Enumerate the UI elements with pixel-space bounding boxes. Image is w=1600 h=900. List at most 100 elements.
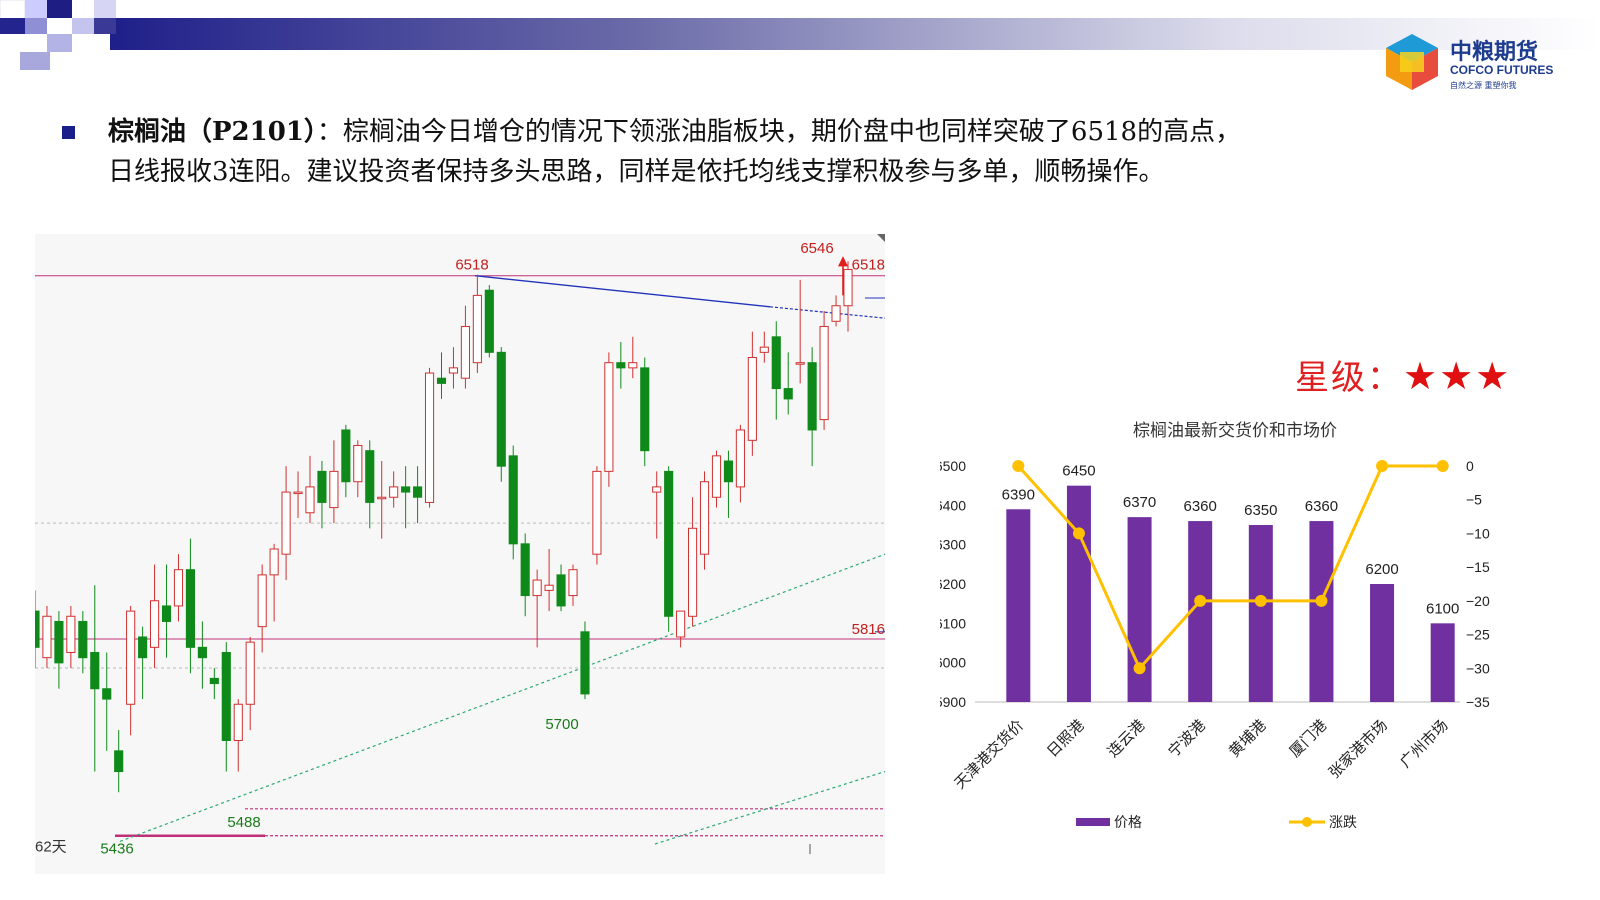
candle-body bbox=[484, 289, 494, 353]
price-annotation: 6518 bbox=[455, 257, 488, 274]
candle-body bbox=[221, 652, 231, 741]
downtrend-line bbox=[474, 275, 771, 308]
change-point bbox=[1194, 594, 1207, 607]
candle-body bbox=[819, 325, 829, 421]
downtrend-extension bbox=[769, 306, 886, 319]
y-right-tick-label: −10 bbox=[1466, 525, 1490, 541]
candle-body bbox=[795, 362, 805, 365]
candle-body bbox=[448, 367, 459, 374]
legend-label-bar: 价格 bbox=[1114, 815, 1142, 831]
candle-body bbox=[42, 615, 52, 659]
candle-body bbox=[185, 569, 195, 648]
price-annotation: 6546 bbox=[800, 240, 833, 257]
change-point bbox=[1315, 594, 1328, 607]
y-right-tick-label: −5 bbox=[1466, 492, 1482, 508]
y-left-tick-label: 6500 bbox=[940, 458, 966, 474]
candle-body bbox=[843, 269, 853, 307]
candle-body bbox=[401, 486, 411, 493]
legend-label-line: 涨跌 bbox=[1329, 815, 1357, 831]
candle-body bbox=[341, 429, 351, 483]
candle-body bbox=[771, 336, 781, 390]
y-left-tick-label: 6000 bbox=[940, 655, 966, 671]
logo-tagline: 自然之源 重塑你我 bbox=[1450, 81, 1517, 90]
price-bar-line-chart: 棕榈油最新交货价和市场价 5900 6000 6100 6200 6300 6400 6500… bbox=[940, 421, 1490, 831]
price-bar-label: 6200 bbox=[1365, 561, 1398, 578]
candle-body bbox=[616, 362, 626, 369]
channel-line bbox=[654, 770, 886, 845]
y-right-tick-label: 0 bbox=[1466, 458, 1474, 474]
price-annotation: 5488 bbox=[227, 814, 260, 831]
candle-body bbox=[604, 362, 614, 472]
candle-body bbox=[305, 486, 315, 514]
commentary-line-2: 日线报收3连阳。建议投资者保持多头思路，同样是依托均线支撑积极参与多单，顺畅操作… bbox=[108, 157, 1165, 187]
price-annotation: 5436 bbox=[100, 841, 133, 858]
price-bar bbox=[1066, 485, 1091, 702]
candle-body bbox=[436, 377, 447, 384]
breakout-arrow-head bbox=[838, 256, 848, 267]
rating: 星级：★★★ bbox=[1295, 350, 1511, 399]
x-category-label: 日照港 bbox=[1043, 716, 1088, 761]
change-line bbox=[1017, 464, 1443, 672]
candle-body bbox=[293, 491, 303, 495]
y-right-tick-label: −25 bbox=[1466, 627, 1490, 643]
candle-body bbox=[735, 429, 745, 488]
price-bar-label: 6360 bbox=[1184, 498, 1217, 515]
candle-body bbox=[747, 357, 757, 441]
header-banner bbox=[0, 0, 1600, 70]
candle-body bbox=[54, 620, 64, 664]
price-bar-label: 6450 bbox=[1062, 463, 1095, 480]
candle-body bbox=[568, 569, 578, 597]
commentary-block: 棕榈油（P2101）：棕榈油今日增仓的情况下领涨油脂板块，期价盘中也同样突破了6… bbox=[62, 112, 1522, 192]
price-bar-label: 6370 bbox=[1123, 494, 1156, 511]
change-point bbox=[1072, 527, 1085, 540]
rating-label: 星级： bbox=[1295, 358, 1403, 398]
candle-body bbox=[652, 486, 662, 493]
x-category-label: 黄埔港 bbox=[1225, 716, 1270, 761]
price-annotation: 5816 bbox=[852, 621, 885, 638]
x-category-label: 宁波港 bbox=[1164, 716, 1209, 761]
y-right-tick-label: −30 bbox=[1466, 660, 1490, 676]
x-category-label: 连云港 bbox=[1104, 716, 1149, 761]
candlestick-plot-area bbox=[35, 234, 885, 874]
y-right-tick-label: −35 bbox=[1466, 694, 1490, 710]
candle-body bbox=[317, 470, 327, 503]
y-left-tick-label: 6400 bbox=[940, 497, 966, 513]
candle-body bbox=[173, 569, 184, 607]
candle-body bbox=[711, 455, 722, 498]
candle-body bbox=[496, 351, 506, 467]
x-category-label: 张家港市场 bbox=[1325, 716, 1391, 782]
candle-body bbox=[532, 579, 542, 597]
candle-body bbox=[628, 362, 638, 369]
candle-body bbox=[257, 574, 267, 628]
change-point bbox=[1376, 460, 1389, 472]
price-bar bbox=[1248, 525, 1273, 702]
candle-body bbox=[460, 325, 470, 379]
y-right-tick-label: −20 bbox=[1466, 593, 1490, 609]
candle-body bbox=[413, 486, 423, 498]
bullet-square-icon bbox=[62, 126, 75, 139]
commentary-paragraph: 棕榈油（P2101）：棕榈油今日增仓的情况下领涨油脂板块，期价盘中也同样突破了6… bbox=[62, 112, 1522, 192]
candle-body bbox=[365, 450, 375, 503]
price-bar bbox=[1370, 584, 1395, 702]
candle-body bbox=[508, 455, 518, 545]
logo-name-en: COFCO FUTURES bbox=[1450, 63, 1554, 77]
candle-body bbox=[78, 620, 88, 659]
price-bar bbox=[1006, 509, 1031, 702]
change-point bbox=[1133, 662, 1146, 675]
candle-body bbox=[389, 486, 399, 498]
candle-body bbox=[472, 294, 482, 364]
candle-body bbox=[520, 543, 530, 597]
candle-body bbox=[831, 305, 841, 322]
candle-body bbox=[544, 584, 554, 591]
candle-body bbox=[676, 610, 686, 638]
candle-body bbox=[329, 470, 339, 509]
uptrend-line bbox=[119, 553, 886, 842]
legend-marker-line bbox=[1302, 817, 1312, 827]
candle-body bbox=[149, 600, 160, 648]
candle-body bbox=[807, 362, 817, 431]
candle-body bbox=[556, 574, 566, 607]
banner-mosaic bbox=[0, 0, 116, 70]
change-point bbox=[1012, 460, 1025, 472]
legend-swatch-bar bbox=[1076, 818, 1110, 826]
price-bar-label: 6390 bbox=[1002, 486, 1035, 503]
